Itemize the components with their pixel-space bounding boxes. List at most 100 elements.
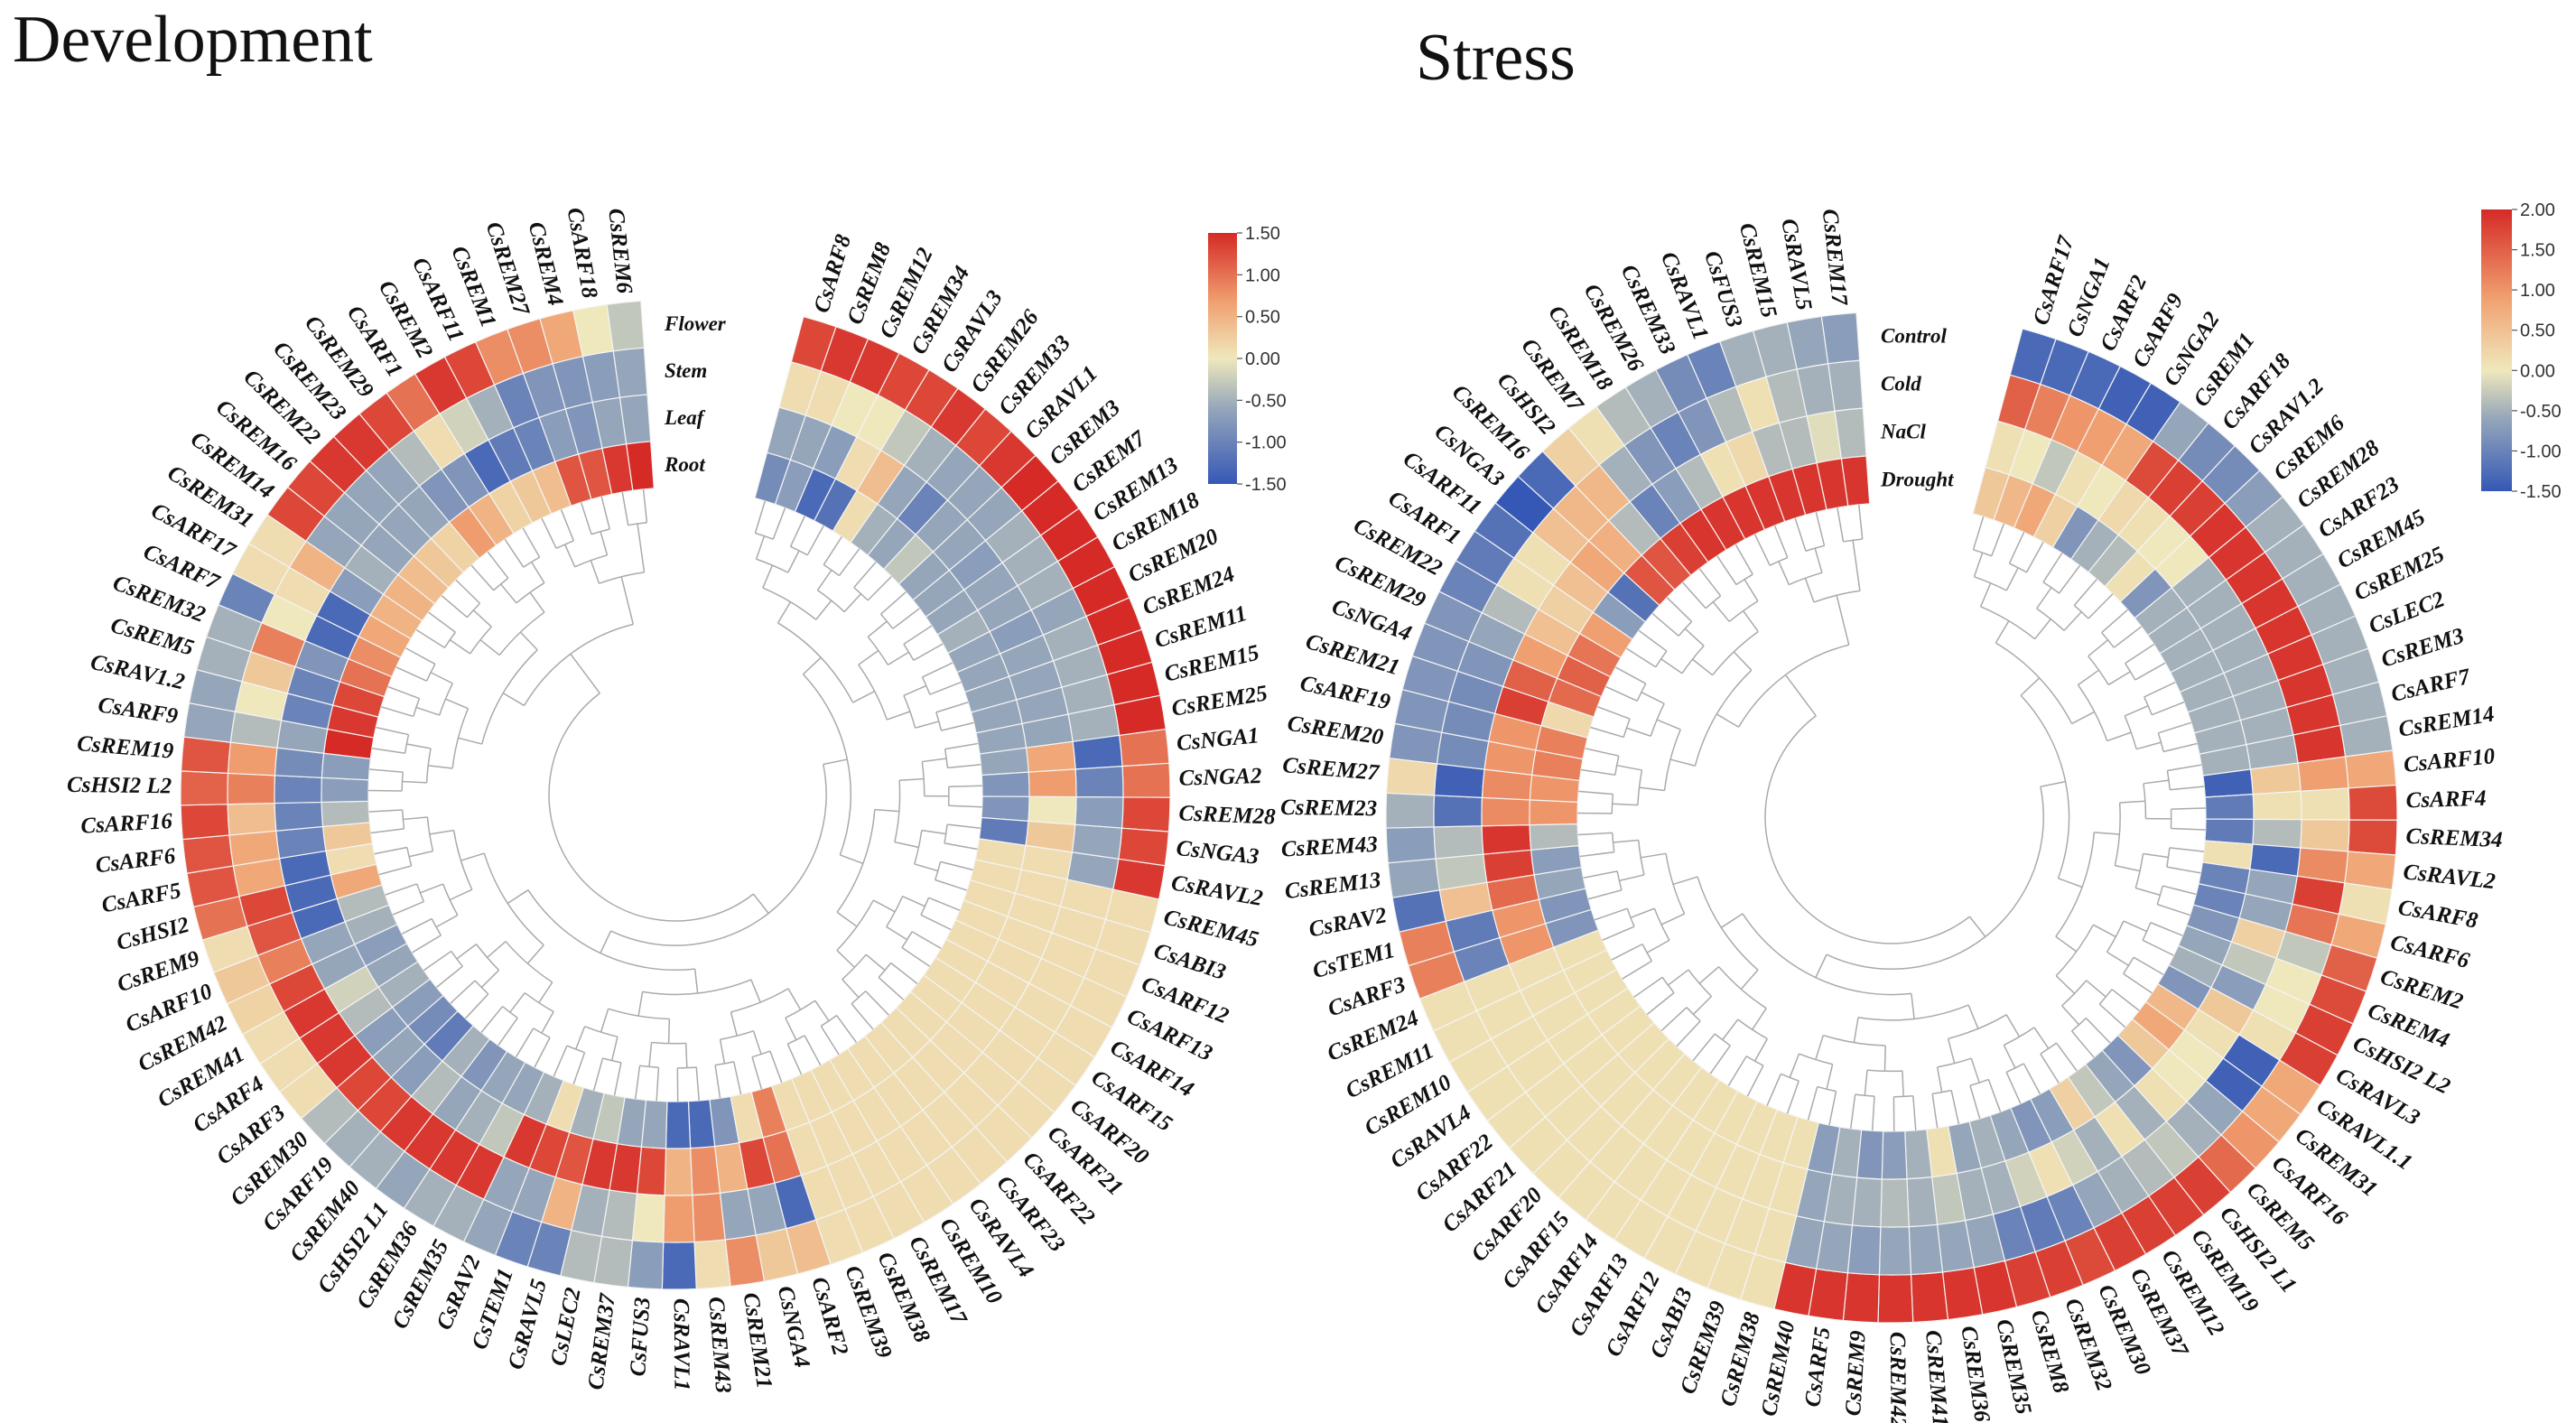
dendrogram-branch <box>450 996 458 1004</box>
dendrogram-join <box>498 611 545 656</box>
dendrogram-branch <box>2120 609 2128 617</box>
dendrogram-branch <box>1837 516 1845 543</box>
dendrogram-branch <box>1864 1070 1868 1096</box>
dendrogram-join <box>470 626 492 655</box>
dendrogram-branch <box>1682 1020 1701 1041</box>
dendrogram-branch <box>1639 786 1665 792</box>
dendrogram-branch <box>1794 517 1799 527</box>
dendrogram-branch <box>1619 874 1645 882</box>
dendrogram-branch <box>480 1025 488 1033</box>
dendrogram-branch <box>1613 839 1639 843</box>
dendrogram-branch <box>894 841 919 849</box>
dendrogram-branch <box>903 629 925 646</box>
dendrogram-join <box>1826 786 2045 971</box>
colorbar-tick-label: 1.50 <box>2520 241 2555 261</box>
dendrogram-branch <box>1610 925 1635 937</box>
dendrogram-branch <box>560 509 565 518</box>
dendrogram-join <box>677 1066 697 1069</box>
dendrogram-branch <box>2085 1018 2105 1037</box>
dendrogram-branch <box>2131 1004 2140 1011</box>
dendrogram-branch <box>1715 1045 1731 1067</box>
dendrogram-branch <box>2155 969 2164 976</box>
dendrogram-branch <box>1692 658 1714 676</box>
dendrogram-branch <box>1602 935 1612 941</box>
heatmap-cell <box>1908 1223 1944 1276</box>
dendrogram-branch <box>1651 612 1660 620</box>
dendrogram-branch <box>2090 578 2097 587</box>
dendrogram-branch <box>637 523 646 572</box>
dendrogram-branch <box>1622 973 1631 980</box>
dendrogram-branch <box>1653 991 1675 1009</box>
dendrogram-branch <box>2117 1020 2126 1028</box>
dendrogram-branch <box>2191 870 2201 874</box>
gene-label: CsNGA2 <box>1178 764 1261 791</box>
heatmap-cell <box>1387 858 1441 898</box>
heatmap-cell <box>664 1148 693 1196</box>
heatmap-cell <box>663 1194 695 1243</box>
heatmap-cell <box>1386 758 1438 796</box>
dendrogram-branch <box>928 897 952 908</box>
dendrogram-branch <box>1712 601 1730 622</box>
gene-label: CsREM36 <box>1956 1325 1994 1423</box>
dendrogram-join <box>802 674 852 856</box>
dendrogram-branch <box>2000 523 2005 533</box>
dendrogram-join <box>628 522 647 526</box>
dendrogram-branch <box>1914 1121 1917 1131</box>
dendrogram-branch <box>920 914 944 926</box>
dendrogram-branch <box>602 505 610 530</box>
dendrogram-branch <box>393 883 418 893</box>
dendrogram-branch <box>420 883 443 894</box>
dendrogram-branch <box>836 911 858 927</box>
dendrogram-branch <box>2125 648 2147 665</box>
dendrogram-branch <box>634 1090 637 1100</box>
dendrogram-branch <box>2165 951 2174 956</box>
dendrogram-branch <box>526 944 544 964</box>
dendrogram-branch <box>575 1052 586 1076</box>
dendrogram-branch <box>1766 1097 1772 1106</box>
heatmap-cell <box>2347 819 2398 856</box>
dendrogram-branch <box>460 852 485 861</box>
dendrogram-branch <box>941 724 966 731</box>
dendrogram-branch <box>1784 674 1817 717</box>
dendrogram-branch <box>1660 913 1685 925</box>
dendrogram-branch <box>2166 681 2176 687</box>
heatmap-cell <box>180 736 232 774</box>
dendrogram-branch <box>492 558 509 579</box>
heatmap-cell <box>1820 312 1861 365</box>
dendrogram-join <box>1637 769 1643 805</box>
dendrogram-branch <box>781 507 786 517</box>
dendrogram-join <box>1974 576 2007 591</box>
dendrogram-branch <box>541 517 547 527</box>
dendrogram-branch <box>959 702 969 706</box>
dendrogram-branch <box>643 498 648 523</box>
heatmap-cell <box>2252 790 2302 821</box>
dendrogram-join <box>903 644 915 661</box>
dendrogram-branch <box>935 704 960 713</box>
dendrogram-branch <box>1753 534 1760 544</box>
dendrogram-branch <box>1633 652 1657 668</box>
dendrogram-join <box>787 1035 805 1045</box>
dendrogram-branch <box>2188 742 2198 747</box>
gene-label: CsNGA4 <box>773 1284 814 1370</box>
dendrogram-branch <box>2192 764 2202 767</box>
dendrogram-branch <box>2040 1053 2055 1076</box>
dendrogram-branch <box>563 517 575 542</box>
dendrogram-branch <box>402 780 427 784</box>
dendrogram-branch <box>2086 980 2106 998</box>
dendrogram-branch <box>1857 504 1861 514</box>
dendrogram-join <box>1995 642 2073 724</box>
dendrogram-branch <box>405 647 414 654</box>
gene-label: CsREM34 <box>2405 824 2503 852</box>
dendrogram-branch <box>1830 1091 1837 1117</box>
gene-label: CsREM42 <box>1885 1332 1911 1423</box>
dendrogram-branch <box>2053 1074 2060 1084</box>
dendrogram-branch <box>1580 768 1590 772</box>
dendrogram-branch <box>1968 916 1986 937</box>
dendrogram-branch <box>2169 847 2196 851</box>
gene-label: CsREM40 <box>1757 1318 1800 1418</box>
dendrogram-branch <box>2157 903 2182 914</box>
dendrogram-branch <box>1667 1007 1688 1026</box>
dendrogram-join <box>944 749 949 768</box>
dendrogram-branch <box>477 571 495 591</box>
dendrogram-join <box>1857 1004 1969 1021</box>
